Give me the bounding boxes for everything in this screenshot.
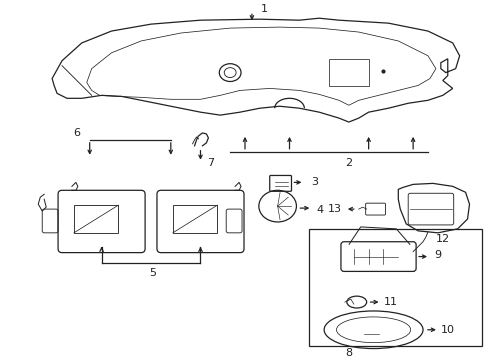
Text: 2: 2 bbox=[345, 158, 352, 168]
Text: 12: 12 bbox=[436, 234, 450, 244]
Text: 11: 11 bbox=[383, 297, 397, 307]
Text: 4: 4 bbox=[317, 205, 324, 215]
Text: 13: 13 bbox=[328, 204, 342, 214]
Text: 7: 7 bbox=[207, 158, 214, 168]
Text: 3: 3 bbox=[311, 177, 318, 188]
Text: 9: 9 bbox=[434, 249, 441, 260]
Text: 6: 6 bbox=[74, 128, 80, 138]
Text: 10: 10 bbox=[441, 325, 455, 335]
Text: 8: 8 bbox=[345, 347, 352, 357]
Text: 1: 1 bbox=[261, 4, 269, 14]
Text: 5: 5 bbox=[149, 269, 156, 278]
